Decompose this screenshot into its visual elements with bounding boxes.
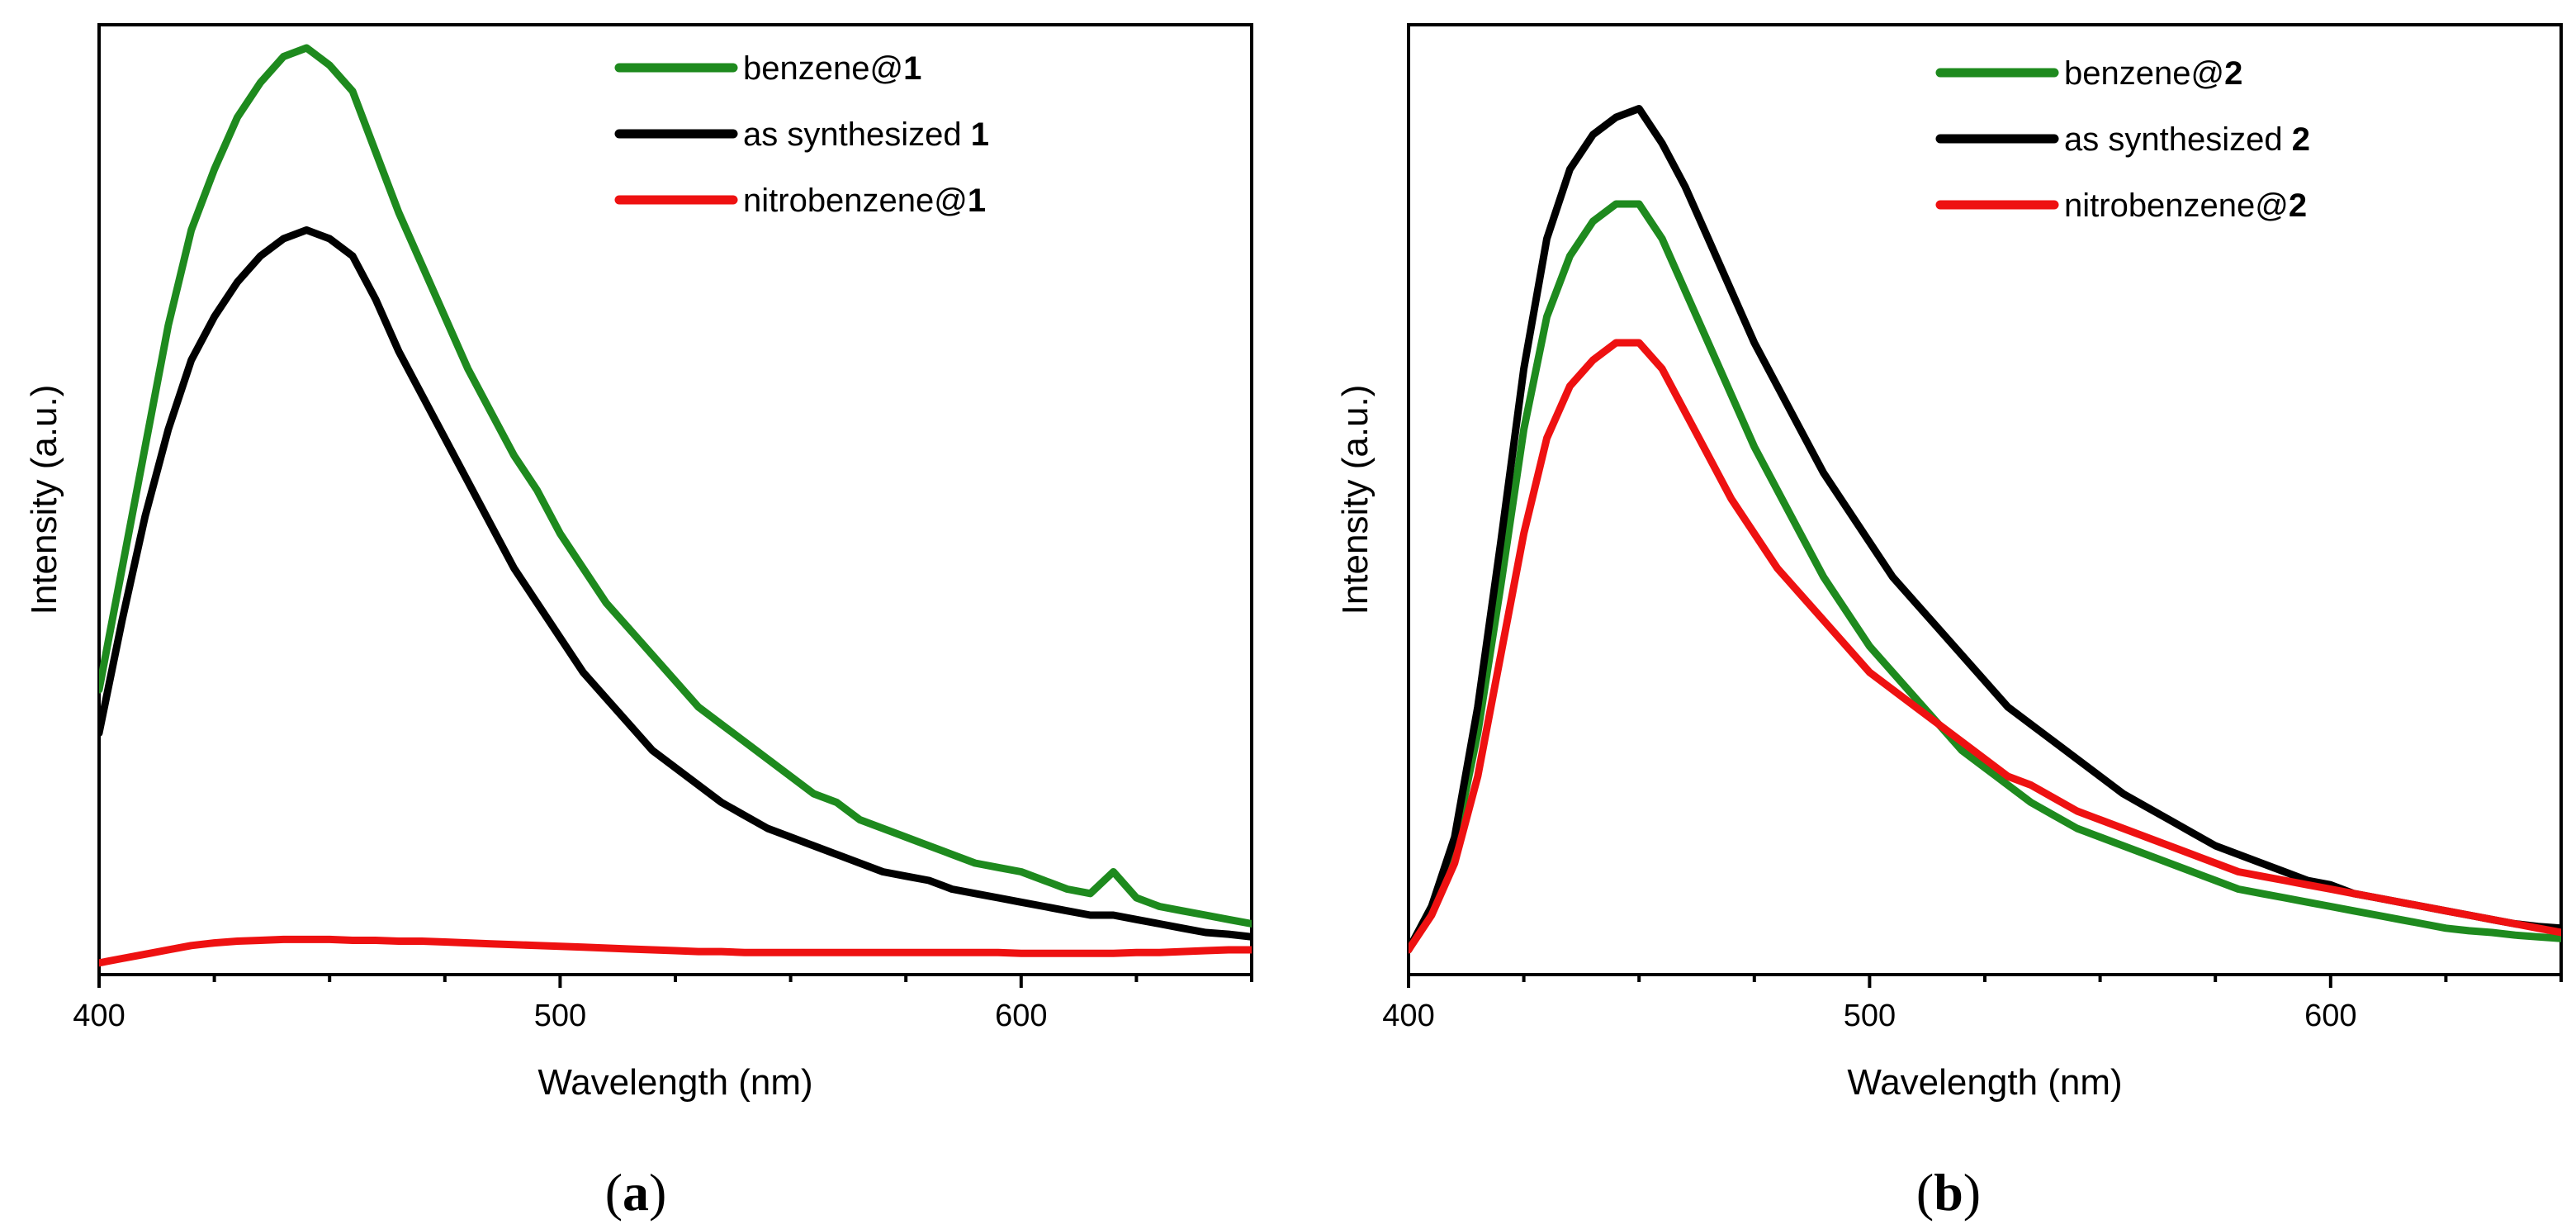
x-tick-label: 500	[534, 999, 586, 1033]
series-lines	[99, 44, 1252, 967]
legend-label: as synthesized 1	[743, 116, 989, 153]
panel-label-a: (a)	[605, 1163, 667, 1222]
panel-letter: a	[623, 1163, 649, 1222]
series-lines	[1409, 105, 2561, 954]
y-axis-title: Intensity (a.u.)	[1335, 385, 1376, 615]
panel-label-b: (b)	[1916, 1163, 1981, 1222]
chart-panel-a: 400 500 600 Wavelength (nm) Intensity (a.u…	[24, 23, 1253, 1222]
chart-panel-b: 400 500 600 Wavelength (nm) Intensity (a.u…	[1335, 23, 2563, 1222]
legend-label: nitrobenzene@2	[2064, 187, 2307, 224]
x-tick-label: 500	[1844, 999, 1896, 1033]
legend-label: as synthesized 2	[2064, 121, 2310, 158]
plot-frame	[1407, 23, 2563, 976]
legend-label: nitrobenzene@1	[743, 183, 986, 219]
x-axis-ticks: 400 500 600	[1382, 975, 2563, 1033]
legend-label: benzene@1	[743, 50, 921, 87]
x-axis-title: Wavelength (nm)	[537, 1062, 812, 1103]
panel-letter: b	[1934, 1163, 1963, 1222]
legend-label: benzene@2	[2064, 55, 2242, 92]
x-tick-label: 600	[995, 999, 1047, 1033]
x-axis-ticks: 400 500 600	[73, 975, 1253, 1033]
series-line-nitrobenzene	[1409, 339, 2561, 954]
legend: benzene@1 as synthesized 1 nitrobenzene@1	[614, 50, 989, 219]
y-axis-title: Intensity (a.u.)	[24, 385, 64, 615]
series-line-nitrobenzene	[99, 935, 1252, 967]
x-tick-label: 600	[2304, 999, 2356, 1033]
series-line-as-synthesized	[99, 226, 1252, 941]
legend: benzene@2 as synthesized 2 nitrobenzene@2	[1935, 55, 2310, 224]
series-line-benzene	[1409, 200, 2561, 954]
plot-frame	[97, 23, 1253, 976]
x-tick-label: 400	[1382, 999, 1434, 1033]
x-tick-label: 400	[73, 999, 125, 1033]
x-axis-title: Wavelength (nm)	[1847, 1062, 2122, 1103]
series-line-benzene	[99, 44, 1252, 928]
